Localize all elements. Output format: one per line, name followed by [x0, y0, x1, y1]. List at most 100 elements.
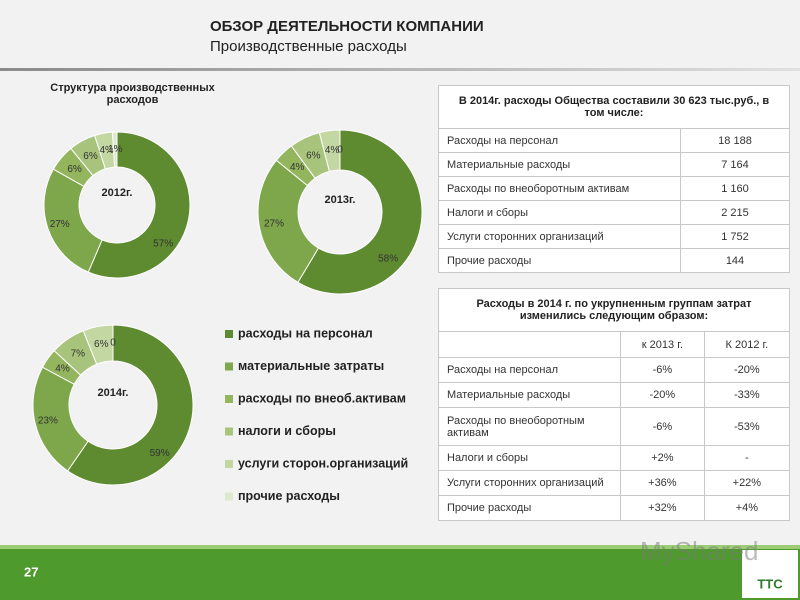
watermark: MyShared: [640, 536, 759, 566]
value-label: 1%: [108, 144, 123, 155]
title: ОБЗОР ДЕЯТЕЛЬНОСТИ КОМПАНИИ: [210, 18, 484, 35]
legend-label: расходы на персонал: [238, 326, 373, 340]
page-number: 27: [24, 564, 38, 579]
table-row: Прочие расходы +32% +4%: [438, 495, 791, 521]
row-label: Расходы по внеоборотным активам: [438, 407, 621, 446]
value-label: 27%: [264, 218, 284, 229]
table-row: Услуги сторонних организаций +36% +22%: [438, 470, 791, 496]
logo-box: [742, 550, 798, 598]
row-value: -6%: [620, 407, 705, 446]
value-label: 59%: [150, 448, 170, 459]
donut-slice: [111, 131, 118, 168]
donut-slice: [297, 129, 423, 295]
value-label: 57%: [153, 239, 173, 250]
table: Расходы в 2014 г. по укрупненным группам…: [438, 288, 791, 521]
legend-label: материальные затраты: [238, 359, 384, 373]
row-value: 1 160: [680, 176, 790, 201]
row-value: -: [703, 445, 791, 471]
legend-swatch: [225, 460, 233, 468]
donut-slice: [66, 324, 194, 486]
value-label: 7%: [71, 349, 86, 360]
header-cell: к 2013 г.: [620, 331, 705, 358]
legend-label: услуги сторон.организаций: [238, 456, 408, 470]
row-value: 7 164: [680, 152, 790, 177]
logo: ТТС: [757, 576, 783, 591]
row-value: -20%: [620, 382, 705, 408]
value-label: 27%: [50, 219, 70, 230]
center-label: 2013г.: [324, 194, 355, 206]
table-row: Налоги и сборы +2% -: [438, 445, 791, 471]
value-label: 4%: [55, 364, 70, 375]
table-row: Прочие расходы 144: [438, 248, 790, 273]
header-cell: [438, 331, 621, 358]
header-cell: К 2012 г.: [703, 331, 791, 358]
center-label: 2014г.: [97, 387, 128, 399]
table-row: Налоги и сборы 2 215: [438, 200, 790, 225]
legend-swatch: [225, 492, 233, 501]
row-value: +32%: [620, 495, 705, 521]
row-value: -33%: [703, 382, 791, 408]
row-value: -20%: [703, 357, 791, 383]
table-title-row: Расходы в 2014 г. по укрупненным группам…: [438, 288, 790, 332]
center-label: 2012г.: [101, 187, 132, 199]
value-label: 4%: [99, 145, 114, 156]
table-row: Расходы по внеоборотным активам 1 160: [438, 176, 790, 201]
value-label: 4%: [290, 162, 305, 173]
row-value: +36%: [620, 470, 705, 496]
row-value: 144: [680, 248, 790, 273]
subtitle: Производственные расходы: [210, 38, 407, 55]
table-title: Расходы в 2014 г. по укрупненным группам…: [438, 288, 790, 332]
table-header-row: к 2013 г. К 2012 г.: [438, 331, 791, 358]
table-row: Услуги сторонних организаций 1 752: [438, 224, 790, 249]
legend-label: налоги и сборы: [238, 424, 336, 438]
footer-stripe: [0, 545, 800, 549]
value-label: 6%: [83, 151, 98, 162]
value-label: 0: [337, 145, 343, 156]
value-label: 6%: [94, 339, 109, 350]
header-rule: [0, 68, 800, 71]
legend-label: расходы по внеоб.активам: [238, 391, 406, 405]
row-label: Налоги и сборы: [438, 445, 621, 471]
row-label: Прочие расходы: [438, 495, 621, 521]
chart-title: Структура производственных расходов: [50, 82, 215, 106]
legend-label: прочие расходы: [238, 489, 340, 503]
value-label: 23%: [38, 415, 58, 426]
value-label: 58%: [378, 253, 398, 264]
legend-swatch: [225, 330, 233, 338]
table-row: Расходы на персонал -6% -20%: [438, 357, 791, 383]
row-value: -6%: [620, 357, 705, 383]
donut-slice: [87, 131, 191, 279]
row-label: Расходы на персонал: [438, 128, 681, 153]
legend-swatch: [225, 427, 233, 436]
value-label: 0: [110, 338, 116, 349]
table-row: Материальные расходы 7 164: [438, 152, 790, 177]
table: В 2014г. расходы Общества составили 30 6…: [438, 85, 790, 273]
donut-slice: [257, 159, 320, 284]
donut-slice: [43, 168, 103, 273]
row-value: +4%: [703, 495, 791, 521]
table-title-row: В 2014г. расходы Общества составили 30 6…: [438, 85, 790, 129]
value-label: 6%: [306, 151, 321, 162]
row-value: 2 215: [680, 200, 790, 225]
row-value: -53%: [703, 407, 791, 446]
table-row: Расходы по внеоборотным активам -6% -53%: [438, 407, 791, 446]
legend-swatch: [225, 362, 233, 371]
row-value: 1 752: [680, 224, 790, 249]
row-label: Услуги сторонних организаций: [438, 224, 681, 249]
row-label: Расходы по внеоборотным активам: [438, 176, 681, 201]
footer-band: [0, 548, 800, 600]
legend-swatch: [225, 395, 233, 403]
table-row: Расходы на персонал 18 188: [438, 128, 790, 153]
row-value: 18 188: [680, 128, 790, 153]
row-label: Прочие расходы: [438, 248, 681, 273]
table-row: Материальные расходы -20% -33%: [438, 382, 791, 408]
value-label: 6%: [67, 164, 82, 175]
row-value: +2%: [620, 445, 705, 471]
table-title: В 2014г. расходы Общества составили 30 6…: [438, 85, 790, 129]
row-label: Налоги и сборы: [438, 200, 681, 225]
row-value: +22%: [703, 470, 791, 496]
row-label: Материальные расходы: [438, 382, 621, 408]
row-label: Услуги сторонних организаций: [438, 470, 621, 496]
